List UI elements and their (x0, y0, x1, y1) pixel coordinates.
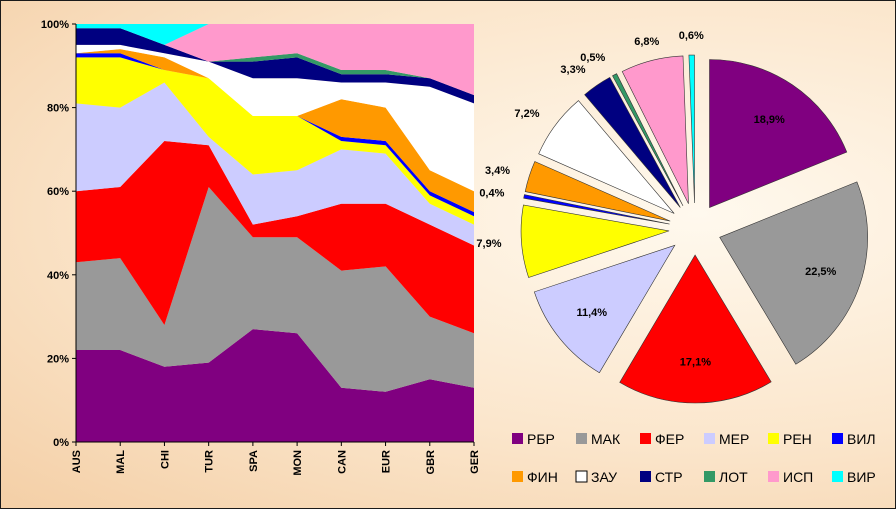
x-tick-label: CAN (336, 450, 348, 474)
y-tick-label: 100% (41, 19, 69, 31)
legend-swatch (704, 433, 715, 444)
legend-item-mer: МЕР (704, 431, 749, 447)
legend-swatch (640, 433, 651, 444)
legend-label: СТР (655, 469, 683, 485)
legend-swatch (832, 471, 843, 482)
pie-slice-vir (688, 54, 695, 204)
pie-value-label: 7,2% (514, 108, 539, 120)
legend-item-mak: МАК (576, 431, 621, 447)
legend-item-vil: ВИЛ (832, 431, 876, 447)
legend-item-ren: РЕН (768, 431, 812, 447)
pie-slice-zau (538, 100, 675, 214)
area-series-ren (76, 57, 474, 225)
x-tick-label: MON (292, 450, 304, 476)
pie-value-label: 3,4% (485, 165, 510, 177)
y-tick-label: 0% (53, 437, 69, 449)
x-tick-label: CHI (159, 450, 171, 469)
x-tick-label: AUS (71, 450, 83, 473)
pie-value-label: 6,8% (634, 36, 659, 48)
legend-item-fer: ФЕР (640, 431, 684, 447)
pie-value-label: 3,3% (560, 64, 585, 76)
legend-swatch (768, 433, 779, 444)
stacked-area-chart: 0% 20% 40% 60% 80% 100% AUS MAL CHI TUR SPA MON CAN E… (41, 19, 481, 476)
legend-label: РБР (527, 431, 555, 447)
legend-label: ФЕР (655, 431, 684, 447)
legend-swatch (576, 433, 587, 444)
pie-slice-mer (533, 244, 676, 374)
legend-label: ВИЛ (847, 431, 876, 447)
pie-value-label: 11,4% (577, 307, 608, 319)
legend-swatch (704, 471, 715, 482)
legend-item-str: СТР (640, 469, 683, 485)
legend-label: ВИР (847, 469, 876, 485)
legend-item-zau: ЗАУ (575, 469, 617, 485)
pie-value-label: 22,5% (805, 266, 836, 278)
pie-value-label: 18,9% (754, 114, 785, 126)
x-tick-label: GER (469, 450, 481, 474)
area-series-zau (76, 44, 474, 192)
legend-label: ИСП (783, 469, 813, 485)
x-tick-label: GBR (425, 450, 437, 475)
x-tick-label: EUR (381, 450, 393, 473)
area-series-vir (76, 24, 474, 45)
legend-swatch (575, 470, 588, 483)
legend-label: ЗАУ (591, 469, 617, 485)
y-tick-label: 40% (47, 270, 69, 282)
pie-slice-fin (524, 161, 671, 222)
pie-value-label: 0,4% (479, 188, 504, 200)
legend-label: РЕН (783, 431, 812, 447)
area-series-str (76, 28, 474, 104)
legend-label: ЛОТ (719, 469, 748, 485)
legend: РБР МАК ФЕР МЕР РЕН ВИЛ ФИН ЗАУ СТР ЛОТ ИСП ВИР (512, 431, 876, 485)
area-series-isp (76, 24, 474, 96)
pie-slice-isp (621, 55, 689, 204)
area-series-rbr (76, 329, 474, 442)
pie-slice-vil (523, 194, 670, 225)
pie-slice-fer (619, 254, 772, 404)
pie-slice-lot (612, 73, 684, 207)
pie-slice-str (584, 76, 681, 208)
pie-slice-ren (520, 204, 670, 278)
legend-swatch (512, 471, 523, 482)
pie-slice-mak (719, 181, 868, 365)
legend-label: МАК (591, 431, 621, 447)
area-series-fer (76, 141, 474, 334)
pie-value-label: 0,6% (679, 30, 704, 42)
x-tick-label: SPA (248, 450, 260, 472)
legend-swatch (832, 433, 843, 444)
y-tick-label: 80% (47, 103, 69, 115)
x-tick-label: TUR (204, 450, 216, 473)
exploded-pie-chart: 18,9% 22,5% 17,1% 11,4% 7,9% 0,4% 3,4% 7,2% 3,3%… (476, 30, 868, 404)
legend-item-fin: ФИН (512, 469, 558, 485)
legend-swatch (640, 471, 651, 482)
pie-value-label: 0,5% (580, 52, 605, 64)
y-tick-label: 20% (47, 353, 69, 365)
legend-label: МЕР (719, 431, 749, 447)
y-tick-label: 60% (47, 186, 69, 198)
legend-item-lot: ЛОТ (704, 469, 748, 485)
x-tick-label: MAL (115, 450, 127, 474)
pie-value-label: 7,9% (476, 238, 501, 250)
legend-swatch (512, 433, 523, 444)
area-series-mak (76, 187, 474, 392)
area-series-fin (76, 49, 474, 213)
legend-item-isp: ИСП (768, 469, 813, 485)
legend-item-vir: ВИР (832, 469, 876, 485)
pie-slice-rbr (709, 59, 848, 208)
area-series-mer (76, 82, 474, 246)
legend-label: ФИН (527, 469, 558, 485)
legend-item-rbr: РБР (512, 431, 555, 447)
pie-value-label: 17,1% (680, 357, 711, 369)
legend-swatch (768, 471, 779, 482)
